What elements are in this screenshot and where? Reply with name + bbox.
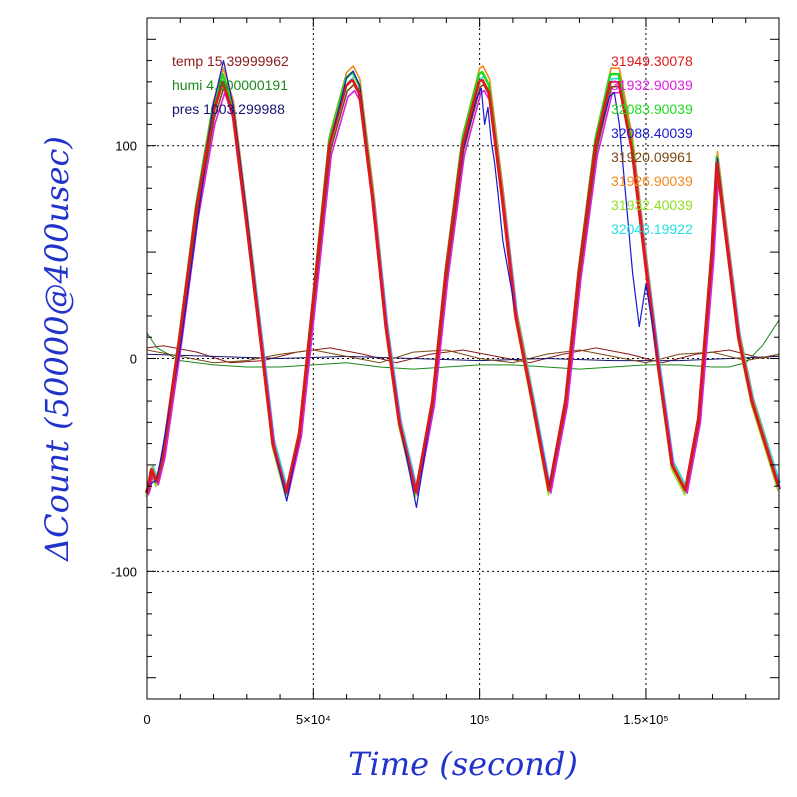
- x-tick-label: 5×10⁴: [296, 712, 331, 727]
- series-layer: [144, 59, 782, 509]
- legend-right-item: 31926.90039: [611, 173, 693, 189]
- legend-right-item: 31932.40039: [611, 197, 693, 213]
- legend-right-item: 32088.40039: [611, 125, 693, 141]
- x-tick-label: 10⁵: [470, 712, 490, 727]
- legend-right-item: 32043.19922: [611, 221, 693, 237]
- x-axis-title: Time (second): [348, 745, 578, 783]
- tick-layer: 0 5×10⁴ 10⁵ 1.5×10⁵ -100 0 100: [111, 18, 779, 727]
- baseline-series-humi: [146, 319, 780, 370]
- y-axis-title: ΔCount (50000@400usec): [38, 136, 76, 563]
- legend-right-item: 31949.30078: [611, 53, 693, 69]
- legend-left-item: temp 15.39999962: [172, 53, 289, 69]
- legend-right-item: 32083.90039: [611, 101, 693, 117]
- legend-right-item: 31932.90039: [611, 77, 693, 93]
- x-tick-label: 1.5×10⁵: [623, 712, 669, 727]
- baseline-series-series-3: [146, 349, 780, 364]
- y-tick-label: 0: [130, 352, 137, 367]
- legend-right-item: 31920.09961: [611, 149, 693, 165]
- series-31949-30078-top: [146, 79, 780, 494]
- legend-layer: temp 15.39999962 humi 4.800000191 pres 100…: [172, 53, 693, 237]
- y-tick-label: -100: [111, 564, 137, 579]
- series-31949-30078: [144, 78, 779, 494]
- x-tick-label: 0: [143, 712, 150, 727]
- baseline-series-temp: [146, 345, 780, 364]
- legend-left-item: pres 1003.299988: [172, 101, 285, 117]
- baseline-series-pres: [146, 353, 780, 362]
- y-tick-label: 100: [115, 139, 137, 154]
- grid-layer: [147, 18, 779, 699]
- legend-left-item: humi 4.800000191: [172, 77, 288, 93]
